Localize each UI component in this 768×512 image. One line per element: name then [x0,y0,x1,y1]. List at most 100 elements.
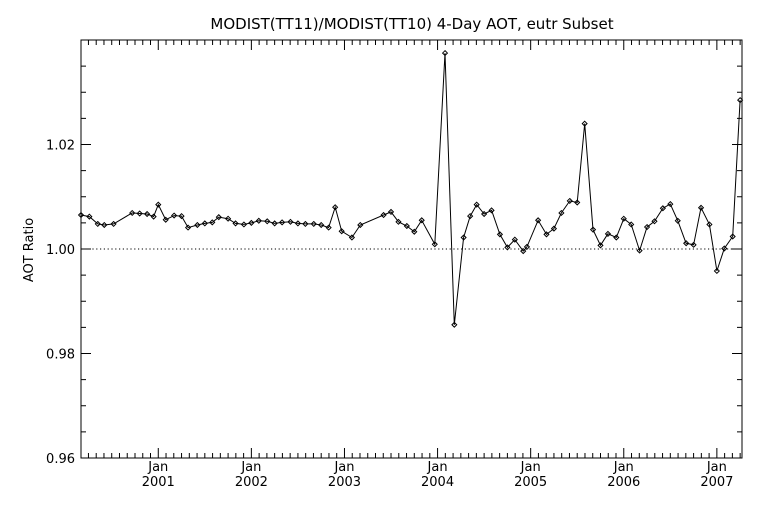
data-point-marker [558,209,565,217]
y-tick-label: 1.00 [46,243,75,258]
data-point-marker [581,120,588,127]
data-point-marker [597,242,604,249]
data-point-marker [729,233,736,240]
data-point-marker [550,225,558,232]
data-point-marker [387,208,395,216]
data-point-marker [403,222,410,230]
data-point-marker [659,205,666,212]
x-tick-year-label: 2003 [328,475,361,490]
x-tick-month-label: Jan [520,460,541,475]
data-point-marker [566,197,573,205]
data-point-marker [162,216,169,223]
data-point-marker [232,220,239,227]
data-point-marker [613,234,620,241]
data-point-marker [620,215,627,222]
x-tick-year-label: 2005 [514,475,547,490]
x-tick-month-label: Jan [147,460,168,475]
chart-title: MODIST(TT11)/MODIST(TT10) 4-Day AOT, eut… [210,15,613,33]
data-point-marker [574,199,581,206]
data-point-marker [325,224,332,231]
data-point-marker [86,213,93,220]
series-aot-ratio [77,49,744,328]
x-tick-month-label: Jan [613,460,634,475]
data-point-marker [411,228,418,235]
data-point-marker [511,236,518,243]
data-point-marker [264,218,271,225]
series-line [80,53,741,325]
data-point-marker [184,224,192,231]
data-point-marker [441,49,449,57]
data-point-marker [318,221,325,229]
data-point-marker [523,243,531,251]
data-point-marker [395,218,402,225]
x-tick-year-label: 2007 [700,475,733,490]
data-point-marker [604,230,612,237]
data-point-marker [240,221,248,228]
data-point-marker [690,241,697,248]
data-point-marker [636,247,643,254]
data-point-marker [255,217,262,224]
x-tick-year-label: 2006 [607,475,640,490]
x-tick-month-label: Jan [427,460,448,475]
data-point-marker [520,247,527,255]
data-point-marker [481,210,488,218]
x-tick-year-label: 2001 [142,475,175,490]
data-point-marker [302,220,309,228]
data-point-marker [643,223,651,231]
data-point-marker [357,221,364,229]
data-point-marker [136,210,143,217]
y-axis-label: AOT Ratio [22,218,37,282]
data-point-marker [535,217,542,224]
data-point-marker [488,207,495,214]
data-point-marker [310,220,317,228]
data-point-marker [77,211,85,219]
x-tick-month-label: Jan [333,460,354,475]
data-point-marker [294,220,302,227]
data-point-marker [150,213,157,220]
data-point-marker [143,210,151,218]
data-point-marker [224,215,232,222]
data-point-marker [697,204,705,211]
data-point-marker [215,214,222,221]
data-point-marker [706,221,713,228]
data-point-marker [178,212,185,220]
x-tick-month-label: Jan [706,460,727,475]
data-point-marker [628,221,635,228]
y-tick-label: 0.98 [46,348,75,363]
data-point-marker [473,201,480,208]
data-point-marker [194,221,201,229]
data-point-marker [683,240,690,247]
data-point-marker [543,231,550,238]
data-point-marker [713,267,720,275]
data-point-marker [110,220,117,228]
data-point-marker [348,234,356,241]
data-point-marker [170,212,178,219]
data-point-marker [721,245,728,252]
data-point-marker [418,217,425,224]
data-point-marker [101,221,108,229]
data-point-marker [201,220,208,227]
data-point-marker [338,228,345,235]
data-point-marker [129,209,136,217]
data-point-marker [431,241,438,248]
data-point-marker [248,219,255,226]
data-point-marker [332,204,339,211]
data-point-marker [271,220,278,227]
data-point-marker [94,220,101,228]
data-point-marker [287,218,294,225]
data-point-marker [667,200,674,208]
y-tick-label: 0.96 [46,452,75,467]
data-point-marker [651,218,658,225]
data-point-marker [737,96,744,104]
data-point-marker [155,201,162,208]
x-tick-year-label: 2002 [235,475,268,490]
data-point-marker [460,234,467,241]
data-point-marker [467,212,474,220]
data-point-marker [589,226,597,233]
y-tick-label: 1.02 [46,139,75,154]
y-axis-ticks: 0.96 0.98 1.00 1.02 [46,39,742,467]
x-tick-month-label: Jan [240,460,261,475]
x-axis-ticks: Jan2001Jan2002Jan2003Jan2004Jan2005Jan20… [87,40,741,490]
data-point-marker [674,217,681,224]
